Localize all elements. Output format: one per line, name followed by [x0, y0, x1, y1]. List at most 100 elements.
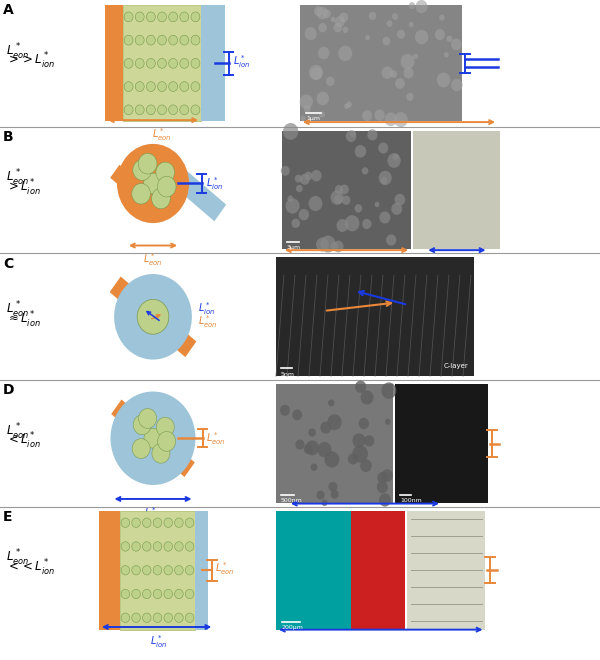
Circle shape — [382, 469, 393, 482]
Text: 100nm: 100nm — [400, 498, 422, 504]
Circle shape — [320, 422, 331, 434]
Circle shape — [135, 105, 144, 115]
Circle shape — [444, 52, 449, 57]
Circle shape — [304, 444, 313, 454]
Circle shape — [385, 419, 391, 425]
Circle shape — [135, 12, 144, 22]
Circle shape — [143, 173, 163, 194]
Text: $L^*_{eon}$: $L^*_{eon}$ — [143, 251, 163, 268]
Text: 500nm: 500nm — [281, 498, 302, 504]
Circle shape — [132, 183, 151, 204]
Bar — [123, 5, 201, 121]
Circle shape — [386, 20, 392, 27]
Circle shape — [175, 589, 183, 599]
Circle shape — [169, 82, 178, 92]
Circle shape — [287, 195, 293, 202]
Text: 200μm: 200μm — [282, 625, 304, 630]
Circle shape — [346, 101, 352, 108]
Circle shape — [318, 47, 329, 59]
Circle shape — [365, 35, 370, 40]
Circle shape — [311, 463, 317, 471]
Circle shape — [185, 542, 194, 551]
Circle shape — [409, 22, 414, 27]
Circle shape — [124, 35, 133, 45]
Circle shape — [344, 104, 349, 109]
Text: $>> L^*_{ion}$: $>> L^*_{ion}$ — [6, 51, 55, 71]
Circle shape — [335, 16, 345, 27]
Circle shape — [311, 67, 322, 80]
Circle shape — [110, 391, 196, 485]
Circle shape — [367, 129, 377, 141]
Circle shape — [146, 82, 155, 92]
Circle shape — [139, 409, 157, 428]
Bar — [407, 511, 485, 630]
Circle shape — [385, 112, 397, 126]
Circle shape — [325, 451, 339, 468]
Bar — [276, 384, 393, 503]
Circle shape — [334, 195, 343, 204]
Text: $L^*_{ion}$: $L^*_{ion}$ — [198, 300, 215, 317]
Circle shape — [132, 589, 140, 599]
Text: $L^*_{eon}$: $L^*_{eon}$ — [198, 314, 217, 331]
Circle shape — [143, 613, 151, 622]
Circle shape — [175, 518, 183, 527]
Circle shape — [281, 166, 290, 176]
Circle shape — [395, 194, 405, 205]
Bar — [195, 511, 208, 630]
Text: $> L^*_{ion}$: $> L^*_{ion}$ — [6, 178, 41, 197]
Text: $L^*_{ion}$: $L^*_{ion}$ — [233, 53, 250, 71]
Circle shape — [318, 23, 327, 32]
Circle shape — [404, 67, 413, 79]
Circle shape — [316, 490, 325, 500]
Circle shape — [359, 418, 369, 429]
Circle shape — [169, 35, 178, 45]
Circle shape — [334, 23, 342, 32]
Circle shape — [180, 12, 189, 22]
Circle shape — [409, 2, 415, 9]
Circle shape — [394, 112, 408, 127]
Circle shape — [146, 59, 155, 68]
Circle shape — [185, 589, 194, 599]
Bar — [300, 5, 462, 121]
Bar — [110, 277, 196, 357]
Text: $L^*_{eon}$: $L^*_{eon}$ — [206, 430, 226, 447]
Circle shape — [132, 613, 140, 622]
Circle shape — [379, 171, 392, 185]
Text: 1μm: 1μm — [306, 116, 320, 121]
Circle shape — [185, 518, 194, 527]
Circle shape — [169, 105, 178, 115]
Circle shape — [158, 82, 166, 92]
Circle shape — [364, 435, 374, 447]
Circle shape — [153, 566, 162, 575]
Circle shape — [446, 36, 452, 42]
Circle shape — [301, 115, 306, 121]
Circle shape — [451, 38, 461, 50]
Bar — [282, 131, 411, 249]
Circle shape — [327, 414, 342, 430]
Circle shape — [132, 566, 140, 575]
Circle shape — [144, 428, 162, 448]
Circle shape — [379, 494, 391, 507]
Bar — [201, 5, 225, 121]
Circle shape — [304, 172, 313, 180]
Text: 3μm: 3μm — [287, 245, 301, 250]
Text: $L^*_{eon}$: $L^*_{eon}$ — [6, 548, 29, 568]
Circle shape — [316, 92, 329, 106]
Circle shape — [146, 12, 155, 22]
Circle shape — [143, 542, 151, 551]
Circle shape — [164, 518, 173, 527]
Circle shape — [342, 195, 350, 205]
Circle shape — [362, 110, 372, 121]
Bar — [110, 165, 148, 202]
Circle shape — [121, 518, 130, 527]
Circle shape — [305, 440, 319, 455]
Bar — [105, 5, 123, 121]
Bar — [276, 511, 351, 630]
Circle shape — [143, 589, 151, 599]
Circle shape — [322, 500, 328, 506]
Circle shape — [133, 415, 151, 435]
Circle shape — [152, 188, 170, 209]
Circle shape — [158, 35, 166, 45]
Text: C-layer: C-layer — [443, 362, 468, 369]
Bar — [276, 257, 474, 376]
